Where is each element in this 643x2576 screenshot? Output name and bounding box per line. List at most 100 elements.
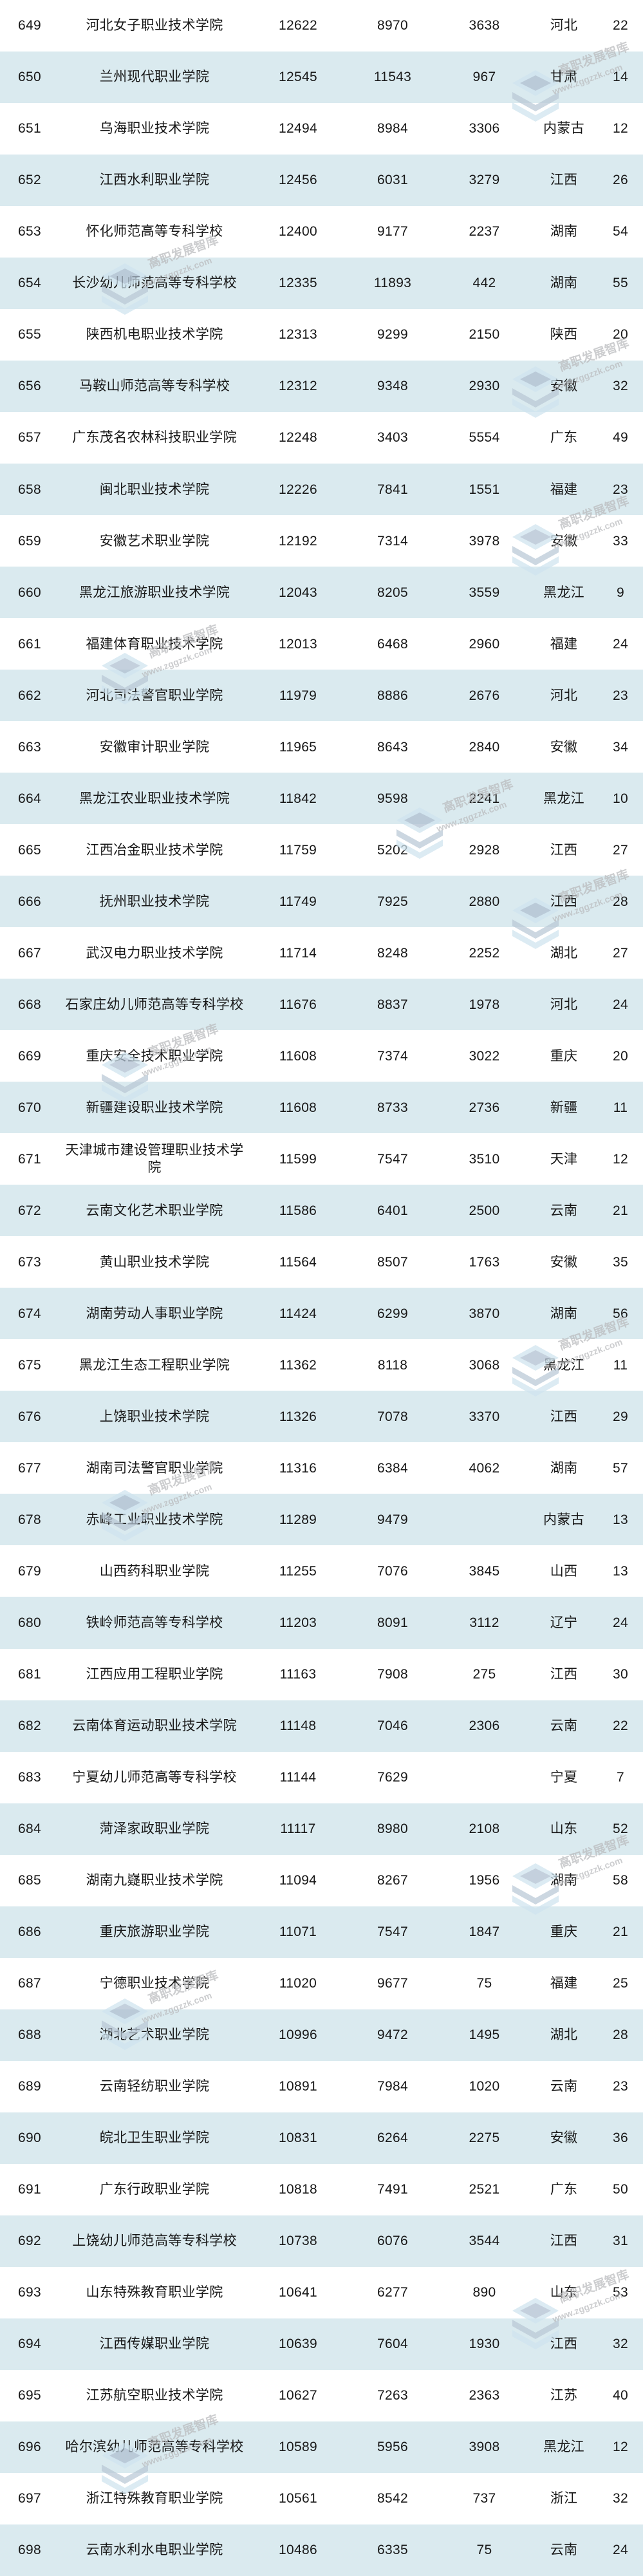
province-cell: 黑龙江 [530, 1339, 598, 1391]
province-rank-cell: 20 [598, 1030, 643, 1082]
table-row: 653 怀化师范高等专科学校 12400 9177 2237 湖南 54 [0, 206, 643, 258]
school-name-cell: 安徽审计职业学院 [59, 721, 250, 773]
table-row: 687 宁德职业技术学院 11020 9677 75 福建 25 [0, 1957, 643, 2009]
province-rank-cell: 52 [598, 1803, 643, 1855]
value-b-cell: 6401 [346, 1185, 439, 1237]
rank-cell: 673 [0, 1236, 59, 1288]
value-c-cell: 1956 [439, 1854, 530, 1906]
province-cell: 湖南 [530, 1854, 598, 1906]
school-name-cell: 赤峰工业职业技术学院 [59, 1494, 250, 1546]
school-name-cell: 浙江特殊教育职业学院 [59, 2472, 250, 2524]
total-cell: 11071 [250, 1906, 346, 1958]
table-row: 695 江苏航空职业技术学院 10627 7263 2363 江苏 40 [0, 2369, 643, 2421]
school-name-cell: 山西药科职业学院 [59, 1545, 250, 1597]
province-rank-cell: 24 [598, 2524, 643, 2576]
table-row: 677 湖南司法警官职业学院 11316 6384 4062 湖南 57 [0, 1442, 643, 1494]
rank-cell: 674 [0, 1288, 59, 1340]
province-rank-cell: 12 [598, 2421, 643, 2473]
rank-cell: 657 [0, 412, 59, 464]
value-c-cell: 3845 [439, 1545, 530, 1597]
table-row: 649 河北女子职业技术学院 12622 8970 3638 河北 22 [0, 0, 643, 52]
province-rank-cell: 58 [598, 1854, 643, 1906]
province-cell: 安徽 [530, 1236, 598, 1288]
province-rank-cell: 33 [598, 515, 643, 567]
rank-cell: 679 [0, 1545, 59, 1597]
school-name-cell: 河北女子职业技术学院 [59, 0, 250, 52]
table-row: 658 闽北职业技术学院 12226 7841 1551 福建 23 [0, 464, 643, 516]
table-row: 656 马鞍山师范高等专科学校 12312 9348 2930 安徽 32 [0, 361, 643, 413]
school-name-cell: 重庆旅游职业学院 [59, 1906, 250, 1958]
province-cell: 河北 [530, 670, 598, 722]
school-name-cell: 重庆安全技术职业学院 [59, 1030, 250, 1082]
rank-cell: 678 [0, 1494, 59, 1546]
total-cell: 11608 [250, 1030, 346, 1082]
rank-cell: 676 [0, 1391, 59, 1443]
province-rank-cell: 24 [598, 979, 643, 1031]
table-row: 672 云南文化艺术职业学院 11586 6401 2500 云南 21 [0, 1185, 643, 1237]
total-cell: 11316 [250, 1442, 346, 1494]
value-c-cell: 3306 [439, 103, 530, 155]
province-cell: 江西 [530, 876, 598, 928]
province-rank-cell: 49 [598, 412, 643, 464]
value-b-cell: 7841 [346, 464, 439, 516]
rank-cell: 672 [0, 1185, 59, 1237]
value-b-cell: 9348 [346, 361, 439, 413]
table-row: 692 上饶幼儿师范高等专科学校 10738 6076 3544 江西 31 [0, 2215, 643, 2267]
province-rank-cell: 13 [598, 1545, 643, 1597]
total-cell: 11586 [250, 1185, 346, 1237]
province-rank-cell: 55 [598, 258, 643, 310]
total-cell: 10639 [250, 2318, 346, 2370]
rank-cell: 651 [0, 103, 59, 155]
rank-cell: 652 [0, 155, 59, 207]
value-c-cell: 2930 [439, 361, 530, 413]
school-name-cell: 上饶幼儿师范高等专科学校 [59, 2215, 250, 2267]
table-row: 690 皖北卫生职业学院 10831 6264 2275 安徽 36 [0, 2112, 643, 2164]
rank-cell: 685 [0, 1854, 59, 1906]
province-cell: 湖南 [530, 258, 598, 310]
school-name-cell: 安徽艺术职业学院 [59, 515, 250, 567]
school-name-cell: 宁德职业技术学院 [59, 1957, 250, 2009]
province-rank-cell: 23 [598, 464, 643, 516]
rank-cell: 649 [0, 0, 59, 52]
table-row: 682 云南体育运动职业技术学院 11148 7046 2306 云南 22 [0, 1700, 643, 1752]
table-row: 670 新疆建设职业技术学院 11608 8733 2736 新疆 11 [0, 1082, 643, 1134]
table-row: 659 安徽艺术职业学院 12192 7314 3978 安徽 33 [0, 515, 643, 567]
province-cell: 湖南 [530, 1442, 598, 1494]
value-b-cell: 6335 [346, 2524, 439, 2576]
value-b-cell: 8118 [346, 1339, 439, 1391]
rank-cell: 689 [0, 2060, 59, 2112]
table-row: 676 上饶职业技术学院 11326 7078 3370 江西 29 [0, 1391, 643, 1443]
value-c-cell [439, 1751, 530, 1803]
province-cell: 安徽 [530, 721, 598, 773]
total-cell: 12312 [250, 361, 346, 413]
value-c-cell: 3279 [439, 155, 530, 207]
rank-cell: 696 [0, 2421, 59, 2473]
table-row: 679 山西药科职业学院 11255 7076 3845 山西 13 [0, 1545, 643, 1597]
province-cell: 辽宁 [530, 1597, 598, 1649]
province-cell: 黑龙江 [530, 2421, 598, 2473]
rank-cell: 695 [0, 2369, 59, 2421]
province-rank-cell: 13 [598, 1494, 643, 1546]
rank-cell: 682 [0, 1700, 59, 1752]
rank-cell: 680 [0, 1597, 59, 1649]
rank-cell: 690 [0, 2112, 59, 2164]
school-name-cell: 马鞍山师范高等专科学校 [59, 361, 250, 413]
table-row: 678 赤峰工业职业技术学院 11289 9479 内蒙古 13 [0, 1494, 643, 1546]
value-c-cell [439, 1494, 530, 1546]
total-cell: 11424 [250, 1288, 346, 1340]
province-cell: 福建 [530, 1957, 598, 2009]
value-c-cell: 2241 [439, 773, 530, 825]
school-name-cell: 河北司法警官职业学院 [59, 670, 250, 722]
province-rank-cell: 27 [598, 927, 643, 979]
table-row: 657 广东茂名农林科技职业学院 12248 3403 5554 广东 49 [0, 412, 643, 464]
rank-cell: 675 [0, 1339, 59, 1391]
table-row: 683 宁夏幼儿师范高等专科学校 11144 7629 宁夏 7 [0, 1751, 643, 1803]
value-b-cell: 7263 [346, 2369, 439, 2421]
total-cell: 11326 [250, 1391, 346, 1443]
school-name-cell: 陕西机电职业技术学院 [59, 309, 250, 361]
province-rank-cell: 23 [598, 2060, 643, 2112]
value-b-cell: 9299 [346, 309, 439, 361]
school-name-cell: 黑龙江旅游职业技术学院 [59, 567, 250, 619]
total-cell: 11842 [250, 773, 346, 825]
value-b-cell: 7547 [346, 1133, 439, 1185]
